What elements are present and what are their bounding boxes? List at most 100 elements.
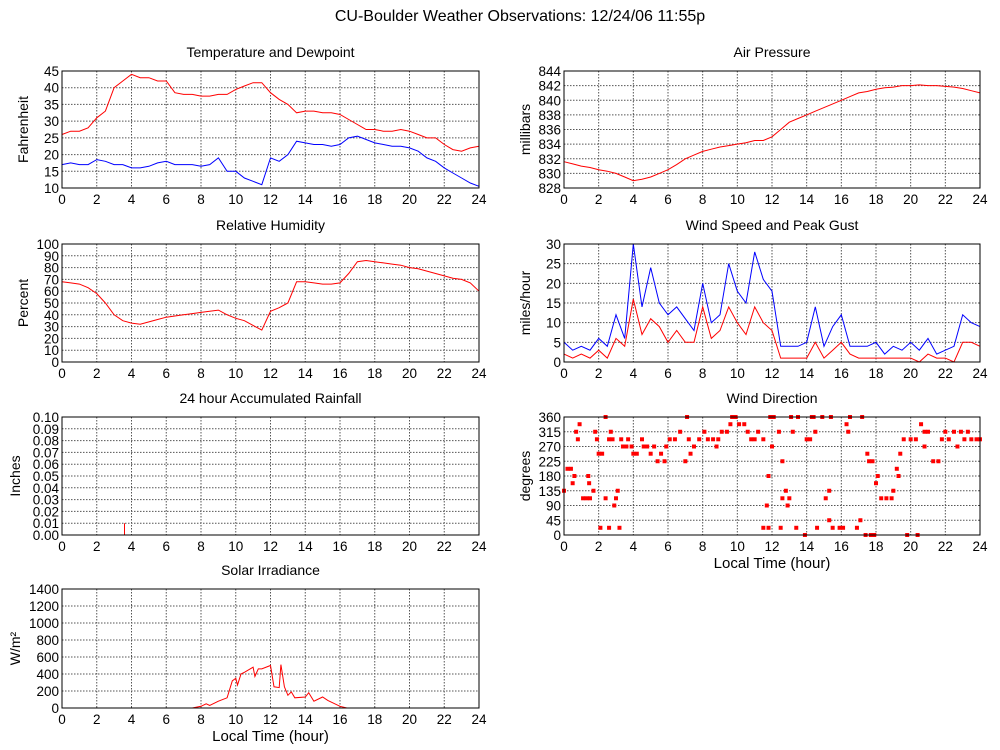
- x-tick-label: 4: [128, 366, 136, 381]
- y-tick-label: 0: [51, 701, 59, 716]
- x-tick-label: 4: [630, 366, 638, 381]
- data-point: [683, 459, 688, 464]
- data-point: [752, 437, 757, 442]
- data-point: [596, 451, 601, 456]
- x-tick-label: 14: [298, 192, 314, 207]
- data-point: [889, 496, 894, 501]
- x-tick-label: 12: [764, 366, 779, 381]
- data-point: [705, 437, 710, 442]
- y-tick-label: 135: [538, 484, 561, 499]
- plot-frame: [61, 243, 480, 363]
- y-tick-label: 30: [546, 237, 561, 252]
- data-point: [565, 466, 570, 471]
- x-tick-label: 4: [128, 712, 136, 727]
- series-line-solar-irradiance: [62, 664, 479, 709]
- chart-title: Relative Humidity: [216, 217, 325, 233]
- y-tick-label: 20: [44, 331, 59, 346]
- x-tick-label: 18: [868, 366, 883, 381]
- plot-area: [62, 589, 479, 708]
- x-tick-label: 20: [402, 192, 417, 207]
- data-point: [645, 444, 650, 449]
- x-tick-label: 24: [471, 539, 487, 554]
- x-tick-label: 12: [263, 712, 278, 727]
- chart-direction: 0 2 4 6 8 10 12 14 16 18 20 22 240459013518022527031…: [517, 390, 988, 572]
- series-line-temperature: [61, 73, 480, 152]
- x-tick-label: 2: [595, 192, 603, 207]
- x-tick-label: 16: [332, 366, 347, 381]
- x-tick-label: 20: [402, 366, 417, 381]
- y-axis-label: Inches: [7, 455, 23, 496]
- y-tick-label: 1000: [29, 616, 59, 631]
- y-tick-label: 0.04: [33, 481, 60, 496]
- x-tick-label: 6: [664, 366, 672, 381]
- data-point: [603, 496, 608, 501]
- y-tick-label: 844: [538, 64, 561, 79]
- plot-frame: [61, 588, 480, 709]
- data-point: [631, 451, 636, 456]
- data-point: [827, 518, 832, 523]
- x-tick-label: 6: [162, 539, 170, 554]
- data-point: [858, 518, 863, 523]
- data-point: [898, 451, 903, 456]
- chart-humidity: 0 2 4 6 8 10 12 14 16 18 20 22 240102030405060708090…: [15, 217, 487, 381]
- data-point: [896, 474, 901, 478]
- series-line-air-pressure: [563, 84, 981, 182]
- x-tick-label: 6: [664, 192, 672, 207]
- y-tick-label: 836: [538, 123, 561, 138]
- data-point: [844, 422, 849, 427]
- x-tick-label: 12: [764, 539, 779, 554]
- y-tick-label: 0.09: [33, 422, 59, 437]
- data-point: [737, 422, 742, 427]
- y-tick-label: 25: [44, 131, 59, 146]
- x-tick-label: 20: [903, 366, 918, 381]
- x-tick-label: 20: [903, 539, 918, 554]
- chart-title: Temperature and Dewpoint: [186, 44, 354, 60]
- data-point: [854, 525, 859, 530]
- data-point: [922, 429, 927, 434]
- data-point: [600, 451, 605, 456]
- data-point: [787, 496, 792, 501]
- x-tick-label: 0: [58, 192, 66, 207]
- data-point: [624, 444, 629, 449]
- x-tick-label: 22: [938, 539, 953, 554]
- x-tick-label: 24: [471, 192, 487, 207]
- data-point: [655, 459, 660, 464]
- x-tick-label: 22: [437, 539, 452, 554]
- data-point: [617, 525, 622, 530]
- plot-frame: [563, 70, 981, 189]
- chart-pressure: 0 2 4 6 8 10 12 14 16 18 20 22 248288308328348368388…: [517, 44, 988, 207]
- data-point: [766, 525, 771, 530]
- data-point: [778, 525, 783, 530]
- y-tick-label: 10: [44, 181, 59, 196]
- data-point: [926, 429, 930, 434]
- data-point: [943, 429, 948, 434]
- y-tick-label: 20: [44, 148, 59, 163]
- page-title: CU-Boulder Weather Observations: 12/24/0…: [335, 8, 705, 25]
- x-tick-label: 16: [834, 539, 849, 554]
- y-tick-label: 270: [538, 440, 561, 455]
- x-tick-label: 14: [298, 366, 314, 381]
- x-tick-label: 22: [437, 366, 452, 381]
- x-tick-label: 4: [630, 539, 638, 554]
- y-tick-label: 0.01: [33, 516, 59, 531]
- data-point: [879, 496, 884, 501]
- y-tick-label: 30: [44, 114, 59, 129]
- x-tick-label: 4: [128, 192, 136, 207]
- x-tick-label: 18: [868, 192, 883, 207]
- y-tick-label: 225: [538, 454, 561, 469]
- x-tick-label: 12: [263, 539, 278, 554]
- x-tick-label: 24: [972, 539, 988, 554]
- series-line-dewpoint: [61, 135, 480, 187]
- y-tick-label: 10: [546, 316, 561, 331]
- x-tick-label: 16: [834, 192, 849, 207]
- data-point: [936, 459, 941, 464]
- data-point: [785, 503, 790, 508]
- data-point: [808, 437, 813, 442]
- data-point: [652, 444, 657, 449]
- y-tick-label: 30: [44, 320, 59, 335]
- x-tick-label: 16: [834, 366, 849, 381]
- data-point: [640, 437, 644, 442]
- data-point: [619, 437, 624, 442]
- series-line-wind-speed: [563, 298, 981, 363]
